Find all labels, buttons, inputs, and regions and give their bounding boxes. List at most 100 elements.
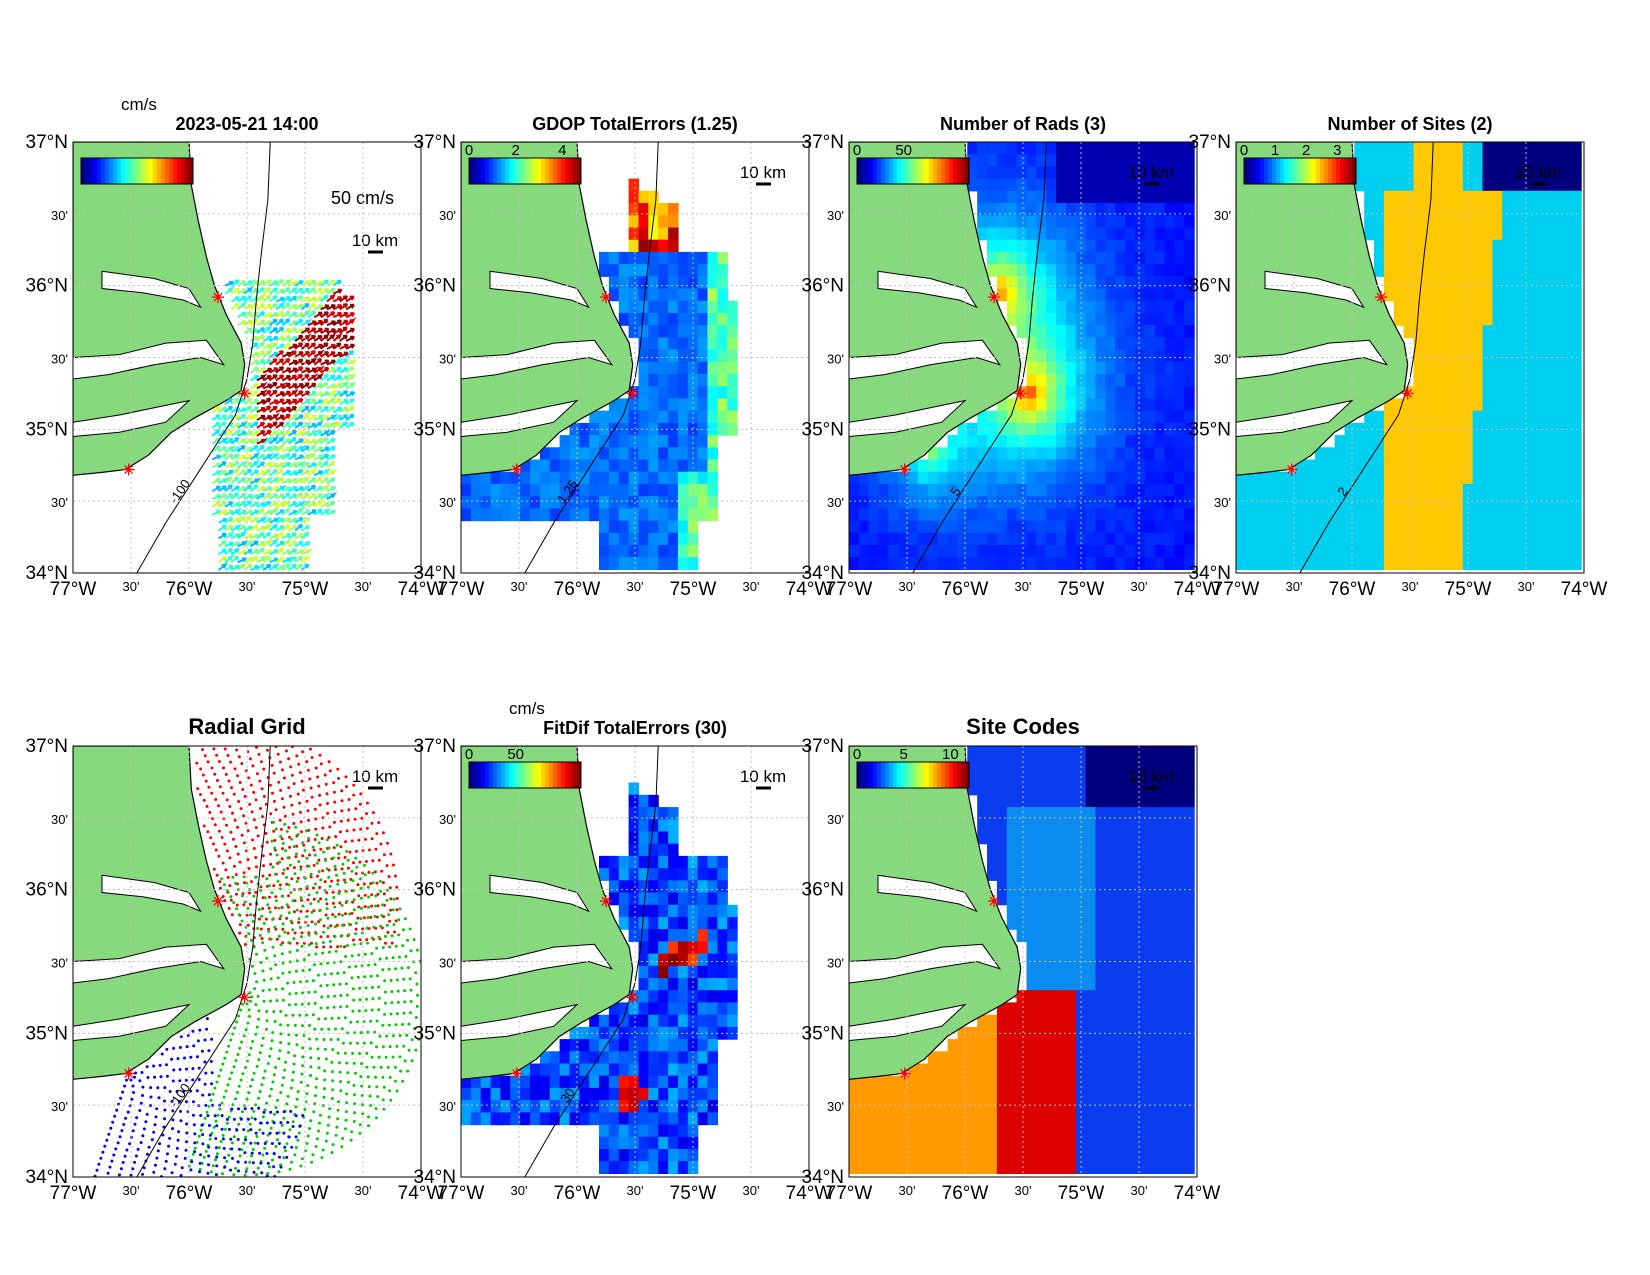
radial-grid-point xyxy=(235,1128,239,1132)
radial-grid-point xyxy=(278,760,282,764)
radial-grid-point xyxy=(307,933,311,937)
grid-cell xyxy=(1184,190,1195,204)
grid-cell xyxy=(1413,276,1424,290)
grid-cell xyxy=(1521,288,1533,302)
radial-grid-point xyxy=(384,1055,388,1059)
grid-cell xyxy=(1006,471,1018,485)
sound-water xyxy=(489,270,590,309)
grid-cell xyxy=(717,953,728,967)
radial-grid-point xyxy=(180,1166,184,1170)
grid-cell xyxy=(658,288,669,302)
current-vector xyxy=(224,484,233,492)
grid-cell xyxy=(1334,532,1346,546)
grid-cell xyxy=(996,288,1008,302)
radial-grid-point xyxy=(356,916,360,920)
grid-cell xyxy=(937,557,949,570)
grid-cell xyxy=(1105,337,1116,351)
radial-grid-point xyxy=(287,1051,290,1054)
grid-cell xyxy=(1472,374,1484,387)
grid-cell xyxy=(1016,496,1028,509)
radial-grid-point xyxy=(160,1052,164,1056)
current-vector xyxy=(218,532,227,540)
radial-grid-point xyxy=(138,1109,142,1112)
grid-cell xyxy=(648,953,659,967)
grid-cell xyxy=(1531,374,1543,387)
grid-cell xyxy=(1472,288,1484,302)
grid-cell xyxy=(648,892,659,906)
current-vector xyxy=(256,461,266,469)
grid-cell xyxy=(1423,496,1434,509)
grid-cell xyxy=(1105,251,1116,265)
current-vector xyxy=(326,430,336,437)
current-vector xyxy=(301,367,311,374)
radial-grid-point xyxy=(146,1152,149,1156)
radial-grid-point xyxy=(410,1059,414,1063)
radial-grid-point xyxy=(280,1123,284,1127)
radial-grid-point xyxy=(365,801,369,805)
grid-cell xyxy=(677,1075,689,1089)
grid-cell xyxy=(1016,471,1028,485)
radial-grid-point xyxy=(329,924,333,928)
grid-cell xyxy=(668,868,679,881)
grid-cell xyxy=(1393,190,1405,204)
radial-grid-point xyxy=(209,1170,213,1174)
grid-cell xyxy=(638,190,649,204)
current-vector xyxy=(332,406,343,413)
grid-cell xyxy=(1364,410,1375,424)
grid-cell xyxy=(1512,313,1523,326)
grid-cell xyxy=(1026,435,1037,448)
colorbar-tick: 50 xyxy=(895,142,912,159)
grid-cell xyxy=(1085,435,1097,448)
radial-grid-point xyxy=(325,891,329,895)
colorbar-swatch xyxy=(929,158,934,184)
current-vector xyxy=(237,549,247,556)
current-vector xyxy=(262,522,273,532)
grid-cell xyxy=(648,1014,659,1028)
grid-cell xyxy=(1502,190,1513,204)
current-vector xyxy=(211,494,222,500)
current-vector xyxy=(218,414,228,421)
grid-cell xyxy=(1531,447,1543,461)
radial-grid-point xyxy=(309,786,313,790)
grid-cell xyxy=(858,520,870,534)
colorbar-swatch xyxy=(1344,158,1349,184)
radial-grid-point xyxy=(251,1161,255,1165)
radial-grid-point xyxy=(295,852,298,856)
grid-cell xyxy=(638,868,649,881)
radial-grid-point xyxy=(370,1008,374,1012)
current-vector xyxy=(281,462,292,469)
grid-cell xyxy=(628,459,640,473)
grid-cell xyxy=(1036,398,1047,412)
grid-cell xyxy=(1125,435,1136,448)
radial-grid-point xyxy=(261,941,265,945)
grid-cell xyxy=(1364,520,1375,534)
grid-cell xyxy=(1541,239,1553,253)
current-vector xyxy=(250,509,260,516)
grid-cell xyxy=(1531,557,1543,570)
radial-grid-point xyxy=(250,880,253,884)
grid-cell xyxy=(559,1063,571,1077)
grid-cell xyxy=(668,807,679,820)
grid-cell xyxy=(1095,178,1106,192)
grid-cell xyxy=(530,483,541,497)
grid-cell xyxy=(1026,215,1037,229)
radial-grid-point xyxy=(363,975,367,979)
grid-cell xyxy=(1521,361,1533,375)
radial-grid-point xyxy=(161,1133,165,1137)
grid-cell xyxy=(1285,496,1296,509)
lat-tick-label: 30' xyxy=(439,495,456,510)
grid-cell xyxy=(1344,545,1355,558)
grid-cell xyxy=(1154,410,1166,424)
radial-grid-point xyxy=(344,785,348,789)
grid-cell xyxy=(648,203,659,216)
grid-cell xyxy=(589,1026,600,1040)
radial-grid-point xyxy=(243,943,247,946)
grid-cell xyxy=(1144,459,1156,473)
current-vector xyxy=(281,287,291,295)
grid-cell xyxy=(1383,557,1395,570)
grid-cell xyxy=(1125,300,1136,314)
radial-grid-point xyxy=(241,788,245,791)
radial-grid-point xyxy=(256,994,260,998)
grid-cell xyxy=(1144,203,1156,216)
grid-cell xyxy=(618,459,630,473)
